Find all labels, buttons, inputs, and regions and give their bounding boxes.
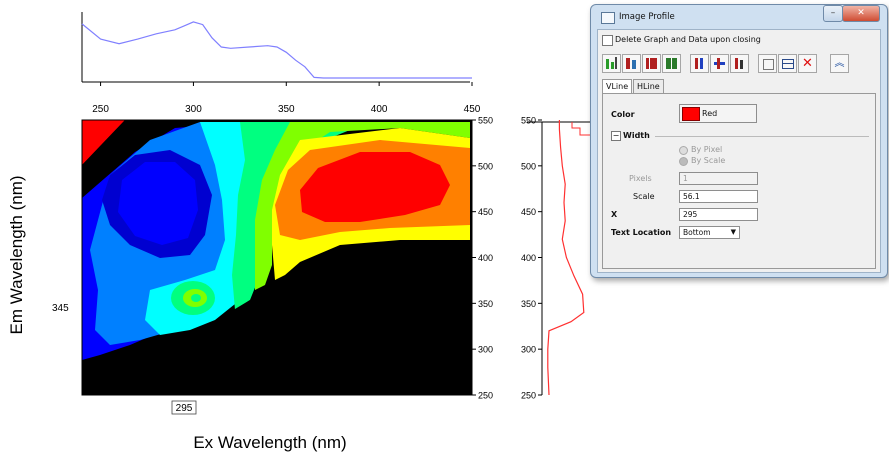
- heatmap: [81, 119, 473, 396]
- right-profile-tick-label: 550: [521, 116, 536, 126]
- scale-label: Scale: [633, 192, 655, 201]
- color-value: Red: [702, 109, 718, 118]
- profile-connector: [571, 122, 596, 136]
- by-scale-label: By Scale: [691, 156, 726, 165]
- y-tick-label: 350: [478, 299, 493, 309]
- by-pixel-label: By Pixel: [691, 145, 723, 154]
- x-field[interactable]: 295: [679, 208, 758, 221]
- delete-graph-checkbox[interactable]: [602, 35, 613, 46]
- window-icon: [601, 12, 615, 24]
- heatmap-level-green: [232, 122, 350, 310]
- top-profile-series: [81, 21, 472, 79]
- color-label: Color: [611, 110, 635, 119]
- x-axis-title: Ex Wavelength (nm): [193, 433, 346, 452]
- x-label: X: [611, 210, 618, 219]
- right-profile-series: [547, 120, 585, 396]
- heatmap-black-region: [82, 245, 472, 395]
- right-profile-tick-label: 500: [521, 161, 536, 171]
- export-icon[interactable]: [758, 54, 777, 73]
- heatmap-level-blue-inner: [118, 162, 198, 245]
- scale-field[interactable]: 56.1: [679, 190, 758, 203]
- x-tick-label: 300: [185, 104, 202, 115]
- right-profile-plot: [527, 120, 596, 396]
- y-tick-label: 250: [478, 391, 493, 401]
- y-tick-label: 550: [478, 116, 493, 126]
- hline-red-icon[interactable]: [710, 54, 729, 73]
- text-location-select[interactable]: Bottom ▼: [679, 226, 740, 239]
- vline-panel: Color Red − Width By Pixel By Scale Pixe…: [602, 93, 876, 269]
- dialog-body: Delete Graph and Data upon closing ✕ ︽ V…: [597, 29, 881, 273]
- color-swatch: [682, 107, 700, 121]
- crosshair-x-box: [171, 400, 197, 415]
- by-scale-radio[interactable]: [679, 157, 688, 166]
- text-location-value: Bottom: [683, 228, 711, 237]
- y-tick-label: 500: [478, 161, 493, 171]
- heatmap-level-red: [300, 152, 450, 222]
- crosshair-y-label: 345: [52, 303, 69, 314]
- x-tick-label: 400: [371, 104, 388, 115]
- bar-grid-icon[interactable]: [642, 54, 661, 73]
- right-profile-tick-label: 400: [521, 253, 536, 263]
- right-profile-tick-label: 350: [521, 299, 536, 309]
- width-divider: [655, 136, 869, 137]
- bar-green-icon[interactable]: [602, 54, 621, 73]
- bar-red-icon[interactable]: [622, 54, 641, 73]
- y-tick-labels: 250 250 300 300 350 350 400 400 450 450 500 500 550 5…: [472, 116, 542, 401]
- x-tick-labels: 250 300 350 400 450: [92, 82, 481, 115]
- right-profile-tick-label: 250: [521, 391, 536, 401]
- x-tick-label: 250: [92, 104, 109, 115]
- dialog-titlebar[interactable]: Image Profile: [599, 8, 879, 26]
- close-window-button[interactable]: ✕: [842, 5, 880, 22]
- minimize-button[interactable]: –: [823, 5, 843, 22]
- y-tick-label: 450: [478, 207, 493, 217]
- close-red-icon[interactable]: ✕: [798, 54, 817, 73]
- vline-red-icon[interactable]: [730, 54, 749, 73]
- chevron-down-icon: ▼: [730, 228, 736, 236]
- by-pixel-radio[interactable]: [679, 146, 688, 155]
- heatmap-level-cyan: [145, 122, 300, 335]
- width-label: Width: [623, 131, 650, 140]
- right-profile-tick-label: 450: [521, 207, 536, 217]
- copy-icon[interactable]: [778, 54, 797, 73]
- text-location-label: Text Location: [611, 228, 672, 237]
- color-dropdown[interactable]: Red: [679, 104, 757, 123]
- bar-grid2-icon[interactable]: [662, 54, 681, 73]
- image-profile-dialog: Image Profile – ✕ Delete Graph and Data …: [590, 4, 888, 278]
- y-tick-label: 400: [478, 253, 493, 263]
- heatmap-corner-black-band: [82, 120, 160, 198]
- hline-blue-icon[interactable]: [690, 54, 709, 73]
- heatmap-blob-core: [191, 294, 201, 302]
- pixels-field[interactable]: 1: [679, 172, 758, 185]
- y-tick-label: 300: [478, 345, 493, 355]
- top-profile-plot: [81, 12, 472, 83]
- pixels-label: Pixels: [629, 174, 652, 183]
- delete-graph-label: Delete Graph and Data upon closing: [615, 35, 761, 44]
- width-collapse-icon[interactable]: −: [611, 131, 621, 141]
- right-profile-tick-label: 300: [521, 345, 536, 355]
- tab-vline[interactable]: VLine: [602, 79, 633, 94]
- dialog-title: Image Profile: [619, 12, 675, 22]
- crosshair-x-label: 295: [176, 403, 193, 414]
- x-tick-label: 450: [464, 104, 481, 115]
- x-tick-label: 350: [278, 104, 295, 115]
- y-axis-title: Em Wavelength (nm): [7, 175, 26, 334]
- collapse-icon[interactable]: ︽: [830, 54, 849, 73]
